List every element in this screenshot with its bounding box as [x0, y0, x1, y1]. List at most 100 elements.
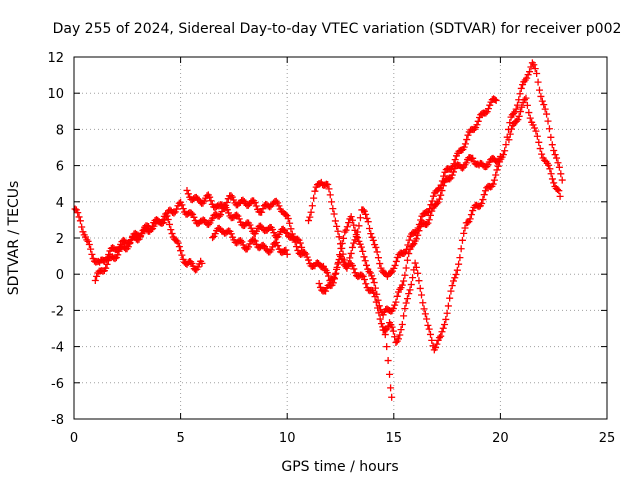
data-point	[252, 202, 260, 210]
data-point	[439, 182, 447, 190]
data-point	[455, 260, 463, 268]
data-point	[288, 230, 296, 238]
data-point	[85, 241, 93, 249]
data-point	[494, 162, 502, 170]
data-point	[428, 197, 436, 205]
data-point	[227, 192, 235, 200]
data-point	[217, 211, 225, 219]
data-point	[428, 207, 436, 215]
data-point	[414, 231, 422, 239]
y-tick-label: 0	[56, 268, 64, 283]
data-point	[406, 286, 414, 294]
data-point	[386, 370, 394, 378]
data-point	[449, 168, 457, 176]
data-point	[396, 331, 404, 339]
data-point	[548, 175, 556, 183]
data-point	[283, 250, 291, 258]
data-point	[464, 131, 472, 139]
data-point	[544, 117, 552, 125]
data-point	[426, 211, 434, 219]
data-point	[347, 249, 355, 257]
data-point	[175, 243, 183, 251]
data-point	[414, 269, 422, 277]
data-point	[379, 311, 387, 319]
data-point	[83, 236, 91, 244]
data-point	[419, 299, 427, 307]
series-trace-b	[91, 210, 206, 284]
data-point	[469, 207, 477, 215]
x-tick-label: 0	[70, 431, 78, 446]
data-point	[460, 143, 468, 151]
data-point	[394, 335, 402, 343]
data-point	[478, 199, 486, 207]
y-tick-label: 2	[56, 232, 64, 247]
data-point	[469, 154, 477, 162]
data-point	[420, 305, 428, 313]
data-point	[351, 226, 359, 234]
data-point	[167, 226, 175, 234]
data-point	[377, 320, 385, 328]
data-point	[435, 185, 443, 193]
data-point	[348, 262, 356, 270]
x-tick-label: 5	[176, 431, 184, 446]
data-point	[543, 110, 551, 118]
data-point	[286, 219, 294, 227]
data-point	[293, 243, 301, 251]
data-point	[492, 171, 500, 179]
data-point	[205, 221, 213, 229]
data-point	[506, 130, 514, 138]
data-point	[376, 315, 384, 323]
data-point	[325, 185, 333, 193]
data-point	[434, 198, 442, 206]
data-point	[355, 222, 363, 230]
data-point	[526, 114, 534, 122]
data-point	[424, 321, 432, 329]
data-point	[415, 227, 423, 235]
data-point	[550, 179, 558, 187]
data-point	[374, 254, 382, 262]
data-point	[230, 196, 238, 204]
data-point	[554, 159, 562, 167]
data-point	[79, 228, 87, 236]
data-point	[269, 225, 277, 233]
data-point	[329, 205, 337, 213]
data-point	[474, 117, 482, 125]
data-point	[441, 321, 449, 329]
data-point	[505, 136, 513, 144]
data-point	[368, 233, 376, 241]
data-point	[274, 199, 282, 207]
data-point	[344, 259, 352, 267]
data-point	[183, 186, 191, 194]
data-point	[532, 127, 540, 135]
data-point	[350, 221, 358, 229]
data-point	[377, 264, 385, 272]
data-point	[389, 305, 397, 313]
y-tick-label: 12	[47, 51, 64, 66]
data-point	[510, 109, 518, 117]
data-point	[334, 227, 342, 235]
data-point	[359, 247, 367, 255]
data-point	[517, 84, 525, 92]
data-point	[554, 186, 562, 194]
data-point	[461, 224, 469, 232]
data-point	[225, 209, 233, 217]
data-point	[533, 70, 541, 78]
data-point	[538, 97, 546, 105]
data-point	[545, 125, 553, 133]
data-point	[555, 187, 563, 195]
data-point	[513, 101, 521, 109]
data-point	[400, 277, 408, 285]
data-point	[384, 357, 392, 365]
data-point	[405, 236, 413, 244]
data-point	[294, 235, 302, 243]
data-point	[492, 96, 500, 104]
data-point	[93, 272, 101, 280]
data-point	[435, 195, 443, 203]
series-trace-e	[305, 95, 500, 280]
data-point	[306, 213, 314, 221]
data-point	[391, 333, 399, 341]
data-point	[405, 250, 413, 258]
data-point	[340, 256, 348, 264]
data-point	[78, 223, 86, 231]
data-point	[555, 163, 563, 171]
